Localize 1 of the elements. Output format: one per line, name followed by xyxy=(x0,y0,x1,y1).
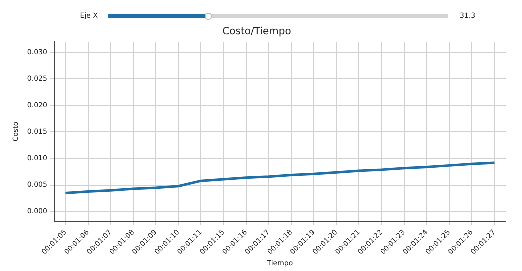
chart-title: Costo/Tiempo xyxy=(222,26,292,38)
